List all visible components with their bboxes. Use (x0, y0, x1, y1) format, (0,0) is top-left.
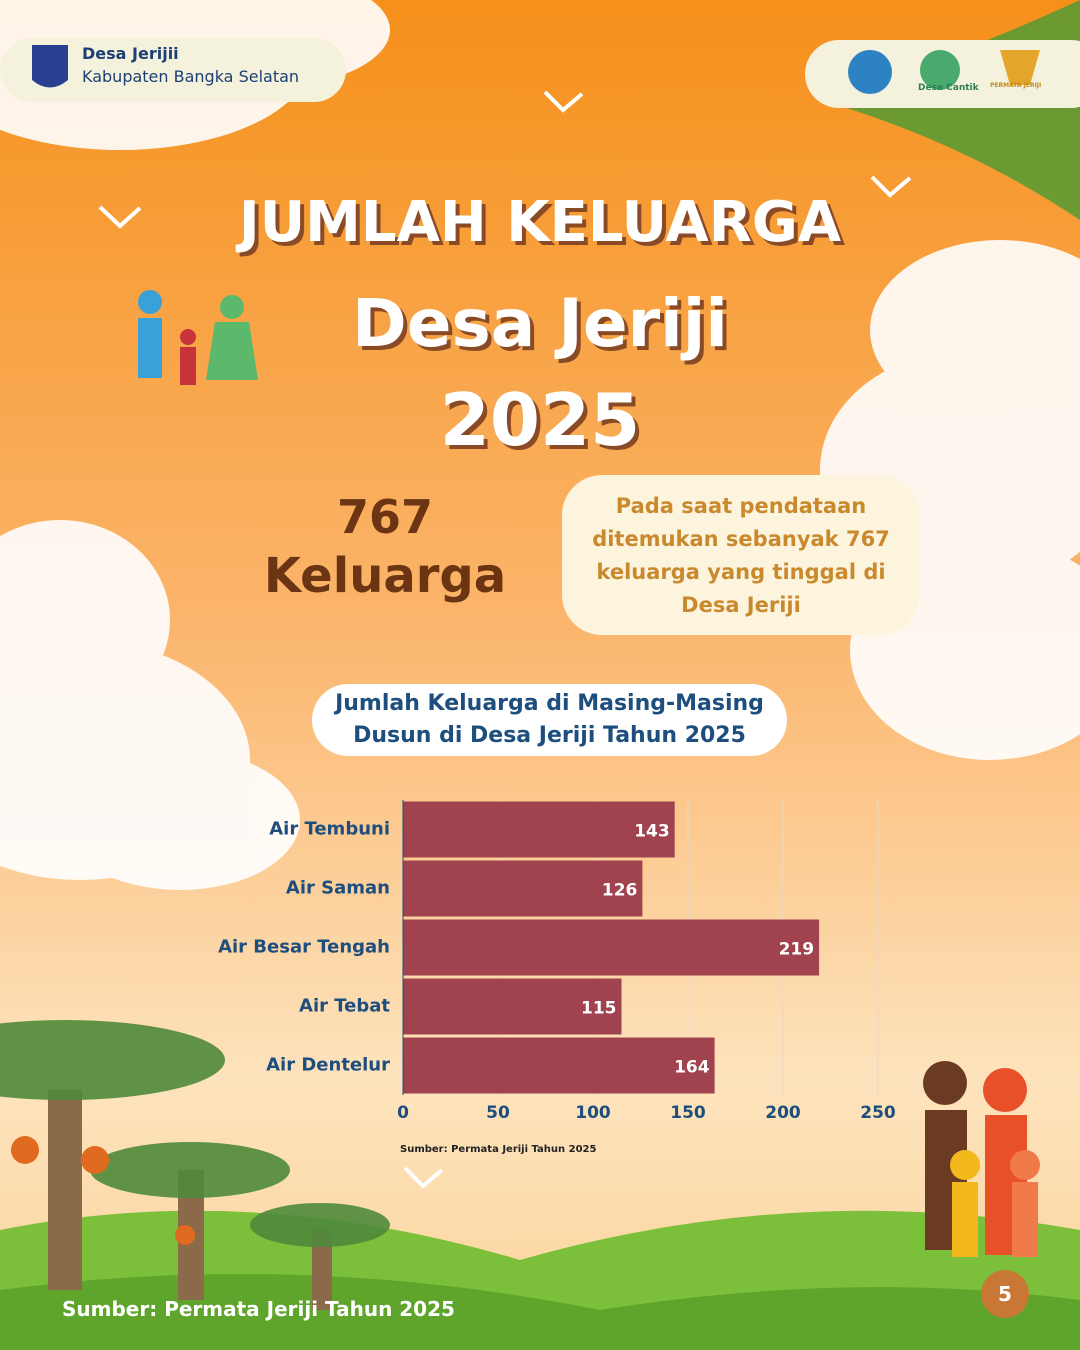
value-label: 126 (602, 881, 638, 901)
logo-text: PERMATA JERIJI (990, 82, 1042, 89)
value-label: 115 (581, 999, 617, 1019)
description: Pada saat pendataan ditemukan sebanyak 7… (592, 494, 890, 617)
title-line: JUMLAH KELUARGA (238, 190, 842, 255)
family-icon (138, 290, 1040, 1257)
bar (403, 801, 675, 858)
footer-source: Sumber: Permata Jeriji Tahun 2025 (62, 1297, 455, 1321)
y-tick-label: Air Dentelur (266, 1055, 390, 1076)
bar (403, 919, 820, 976)
value-label: 143 (634, 822, 670, 842)
x-tick-label: 200 (765, 1103, 801, 1123)
y-tick-label: Air Tebat (299, 996, 390, 1017)
y-tick-label: Air Besar Tengah (218, 937, 390, 958)
page-number: 5 (998, 1282, 1012, 1306)
logo-text: Desa Cantik (918, 83, 979, 93)
x-tick-label: 250 (860, 1103, 896, 1123)
x-tick-label: 0 (397, 1103, 409, 1123)
bar-chart: 0 50 100 150 200 250 Air Tembuni 143 Air Saman 12… (218, 800, 896, 1155)
value-label: 164 (674, 1058, 710, 1078)
village-name: Desa Jerijii (82, 44, 179, 63)
highlight-number: 767 (336, 490, 434, 544)
y-tick-label: Air Tembuni (269, 819, 390, 840)
chart-source: Sumber: Permata Jeriji Tahun 2025 (400, 1144, 597, 1155)
x-tick-label: 100 (575, 1103, 611, 1123)
x-tick-label: 150 (670, 1103, 706, 1123)
bar (403, 1037, 715, 1094)
y-tick-label: Air Saman (286, 878, 390, 899)
title-year: 2025 (439, 378, 641, 462)
title-line: Desa Jeriji (351, 285, 729, 362)
bar (403, 860, 643, 917)
highlight-label: Keluarga (263, 548, 507, 604)
region-name: Kabupaten Bangka Selatan (82, 67, 300, 86)
value-label: 219 (779, 940, 815, 960)
chart-title: Jumlah Keluarga di Masing-Masing Dusun d… (335, 691, 764, 748)
x-tick-label: 50 (486, 1103, 510, 1123)
bar (403, 978, 622, 1035)
